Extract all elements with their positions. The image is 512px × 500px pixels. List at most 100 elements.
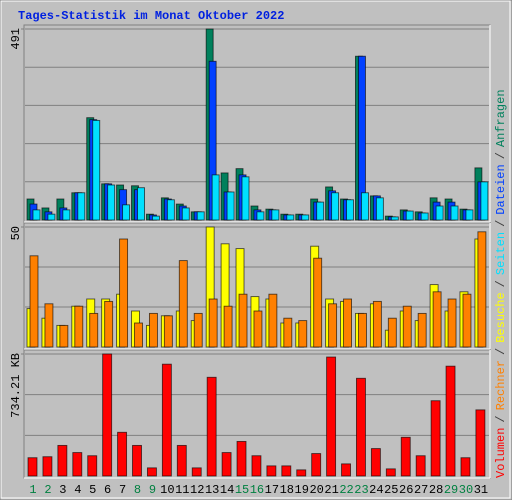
x-tick-label: 7	[119, 483, 126, 497]
legend-separator: /	[494, 415, 508, 422]
bar	[326, 356, 337, 477]
legend-entry: Anfragen	[494, 89, 508, 147]
legend-entry: Besuche	[494, 292, 508, 342]
bar	[296, 469, 307, 477]
bar	[385, 468, 396, 477]
bar	[477, 231, 487, 348]
bar	[77, 192, 86, 221]
bar	[375, 197, 384, 221]
legend-separator: /	[494, 220, 508, 227]
bar	[400, 436, 411, 477]
x-tick-label: 10	[160, 483, 174, 497]
x-tick-label: 19	[295, 483, 309, 497]
bar	[134, 322, 143, 348]
bar	[346, 199, 354, 221]
bar	[372, 300, 382, 348]
bar	[475, 409, 486, 477]
bar	[148, 312, 158, 348]
bar	[44, 303, 54, 348]
bar	[236, 440, 247, 477]
x-tick-label: 9	[149, 483, 156, 497]
legend-entry: Seiten	[494, 232, 508, 275]
bar	[208, 298, 218, 348]
bar	[163, 315, 173, 348]
bar	[137, 187, 145, 221]
bar	[390, 216, 399, 221]
bar	[151, 215, 160, 221]
bar	[465, 209, 474, 221]
bar	[92, 119, 101, 221]
x-tick-label: 1	[29, 483, 36, 497]
x-tick-label: 25	[384, 483, 398, 497]
x-tick-label: 6	[104, 483, 111, 497]
bar	[480, 181, 489, 221]
x-tick-label: 8	[134, 483, 141, 497]
bar	[178, 260, 188, 348]
x-tick-label: 24	[369, 483, 383, 497]
bar	[405, 210, 414, 221]
bar	[166, 199, 175, 221]
x-tick-label: 2	[44, 483, 51, 497]
bar	[42, 456, 53, 477]
bar	[132, 444, 142, 477]
bar	[223, 305, 233, 348]
bar	[161, 363, 172, 477]
x-tick-label: 11	[175, 483, 189, 497]
bar	[221, 452, 232, 477]
y-tick-label: 491	[9, 28, 23, 50]
bar	[102, 353, 113, 477]
x-tick-label: 29	[444, 483, 458, 497]
bar	[341, 463, 351, 477]
legend-entry: Dateien	[494, 164, 508, 214]
legend-separator: /	[494, 152, 508, 159]
legend: Volumen / Rechner / Besuche / Seiten / Dateien / A…	[494, 89, 508, 478]
bar	[29, 255, 39, 348]
bar	[104, 300, 114, 348]
bar	[358, 312, 367, 348]
x-tick-label: 14	[220, 483, 234, 497]
bar	[57, 444, 68, 477]
x-tick-label: 23	[354, 483, 368, 497]
bar	[241, 176, 250, 221]
bar	[447, 298, 457, 348]
bar	[435, 205, 444, 221]
bar	[196, 211, 205, 221]
bar	[251, 455, 262, 477]
bar	[62, 209, 71, 221]
bar	[117, 431, 128, 477]
bar	[238, 293, 248, 348]
bar	[402, 305, 412, 348]
bar	[89, 312, 99, 348]
bar	[32, 209, 41, 221]
legend-entry: Rechner	[494, 360, 508, 410]
legend-entry: Volumen	[494, 428, 508, 478]
bar	[107, 184, 116, 221]
bar	[268, 293, 278, 348]
bar	[176, 444, 187, 477]
x-tick-label: 22	[339, 483, 353, 497]
bar	[256, 211, 265, 221]
bar	[415, 455, 426, 477]
bar	[313, 257, 323, 348]
x-tick-label: 12	[190, 483, 204, 497]
y-tick-label: 50	[9, 226, 23, 240]
bar	[311, 453, 322, 477]
chart-title: Tages-Statistik im Monat Oktober 2022	[18, 9, 284, 23]
x-tick-label: 4	[74, 483, 81, 497]
y-tick-label: 734.21 KB	[9, 353, 23, 418]
bar	[432, 291, 442, 348]
bar	[59, 324, 69, 348]
bar	[193, 312, 203, 348]
bar	[72, 452, 83, 477]
bar	[47, 213, 56, 221]
bar	[146, 467, 157, 477]
bar	[361, 192, 369, 221]
bar	[298, 320, 308, 348]
x-tick-label: 20	[309, 483, 323, 497]
bar	[206, 376, 217, 477]
bar	[253, 310, 263, 348]
x-tick-label: 26	[399, 483, 413, 497]
